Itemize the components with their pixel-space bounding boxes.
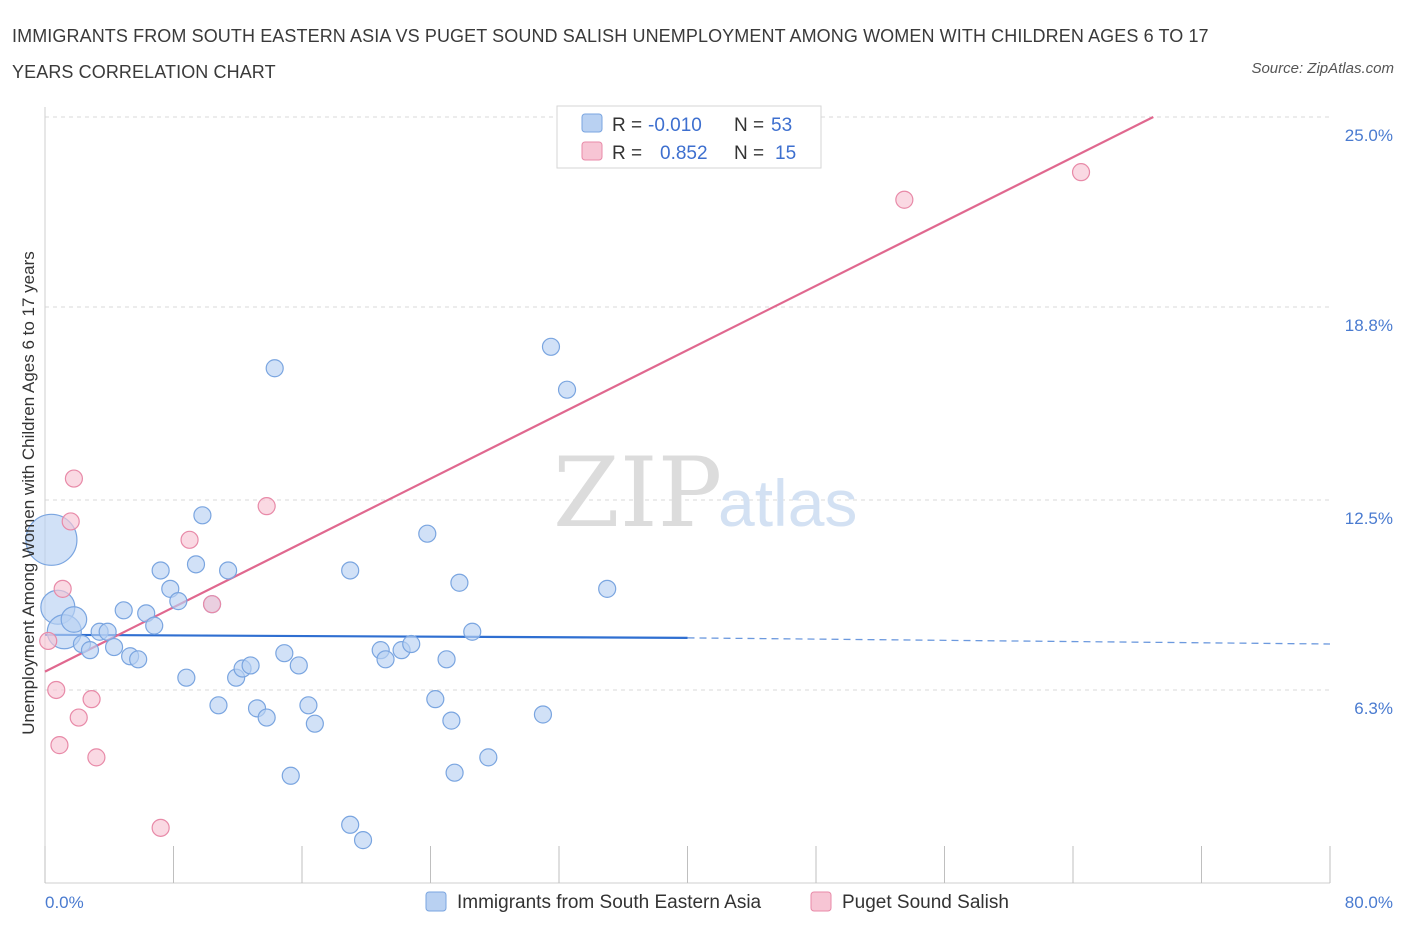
data-point-s1-7	[82, 690, 101, 709]
data-point-s0-29	[275, 644, 294, 663]
data-point-s0-35	[341, 815, 360, 834]
data-point-s0-7	[98, 622, 117, 641]
data-point-s0-42	[426, 690, 445, 709]
data-point-s0-14	[151, 561, 170, 580]
data-point-s1-14	[1071, 163, 1091, 182]
data-point-s0-13	[145, 616, 164, 635]
legend-swatch-blue	[581, 113, 603, 133]
y-tick-label-3: 25.0%	[1345, 126, 1393, 145]
data-point-s0-31	[289, 656, 308, 675]
data-point-s0-11	[129, 650, 148, 669]
data-point-s0-30	[281, 766, 300, 785]
data-point-s0-8	[104, 637, 124, 657]
data-point-s0-17	[177, 668, 196, 687]
grid-lines	[45, 116, 1330, 691]
chart-title: IMMIGRANTS FROM SOUTH EASTERN ASIA VS PU…	[12, 26, 1209, 82]
data-point-s0-33	[305, 714, 324, 733]
data-point-s0-48	[479, 748, 498, 767]
y-axis-label: Unemployment Among Women with Children A…	[19, 251, 38, 735]
watermark-atlas: atlas	[718, 466, 857, 540]
series-legend-swatch-pink	[810, 891, 832, 912]
legend-r-label-0: R =	[612, 115, 642, 136]
legend-n-value-1: 15	[775, 143, 796, 164]
data-point-s1-6	[69, 708, 88, 727]
y-tick-labels: 6.3% 12.5% 18.8% 25.0%	[1345, 126, 1393, 718]
series-legend: Immigrants from South Eastern Asia Puget…	[425, 891, 1009, 913]
data-point-s1-12	[257, 497, 276, 516]
legend-n-label-0: N =	[734, 115, 764, 136]
data-point-s0-40	[402, 634, 421, 654]
x-tick-label-1: 80.0%	[1345, 893, 1393, 912]
data-point-s0-41	[418, 524, 437, 543]
legend-swatch-pink	[581, 141, 603, 161]
data-point-s0-46	[463, 622, 482, 641]
source-label: Source: ZipAtlas.com	[1251, 60, 1394, 77]
data-point-s0-45	[445, 763, 464, 782]
data-point-s0-34	[341, 561, 360, 580]
data-point-s1-10	[180, 530, 199, 549]
data-point-s0-43	[437, 650, 456, 669]
data-point-s0-49	[533, 705, 553, 724]
data-point-s0-52	[598, 579, 617, 598]
series-legend-label-1: Puget Sound Salish	[842, 892, 1009, 913]
x-tick-label-0: 0.0%	[45, 893, 84, 912]
data-point-s0-5	[80, 641, 100, 660]
data-points	[25, 163, 1091, 850]
data-point-s0-25	[241, 656, 260, 675]
y-tick-label-2: 18.8%	[1345, 316, 1393, 335]
y-tick-label-0: 6.3%	[1354, 699, 1393, 718]
data-point-s0-51	[557, 380, 577, 399]
legend-r-value-0: -0.010	[648, 115, 702, 136]
legend-r-value-1: 0.852	[660, 143, 708, 164]
data-point-s1-4	[61, 512, 80, 531]
data-point-s0-22	[219, 561, 238, 580]
data-point-s0-28	[265, 359, 284, 378]
trend-line-extension-0	[687, 637, 1331, 645]
correlation-legend: R = -0.010 N = 53 R = 0.852 N = 15	[556, 105, 822, 169]
data-point-s0-3	[60, 606, 88, 633]
axes	[44, 107, 1331, 884]
data-point-s1-11	[202, 595, 222, 614]
data-point-s1-9	[151, 818, 170, 837]
legend-n-label-1: N =	[734, 143, 764, 164]
data-point-s1-3	[53, 579, 72, 598]
series-legend-swatch-blue	[425, 891, 447, 912]
trend-line-0	[44, 633, 688, 639]
data-point-s1-8	[87, 748, 106, 767]
data-point-s1-2	[50, 736, 69, 755]
data-point-s0-44	[450, 573, 469, 592]
data-point-s1-1	[47, 680, 66, 700]
data-point-s0-27	[257, 708, 276, 727]
data-point-s0-50	[541, 337, 561, 356]
data-point-s1-5	[64, 469, 84, 488]
legend-n-value-0: 53	[771, 115, 792, 136]
data-point-s0-9	[114, 601, 133, 620]
data-point-s0-36	[353, 831, 373, 850]
data-point-s0-18	[186, 555, 206, 574]
x-tick-labels: 0.0% 80.0%	[45, 893, 1393, 912]
data-point-s1-13	[895, 190, 914, 209]
y-tick-label-1: 12.5%	[1345, 509, 1393, 528]
legend-r-label-1: R =	[612, 143, 642, 164]
series-legend-label-0: Immigrants from South Eastern Asia	[457, 892, 762, 913]
data-point-s0-32	[299, 696, 318, 715]
data-point-s1-0	[39, 631, 58, 651]
data-point-s0-38	[376, 650, 395, 669]
data-point-s0-47	[442, 711, 461, 730]
data-point-s0-21	[209, 696, 228, 715]
watermark-zip: ZIP	[553, 437, 722, 549]
trend-lines	[44, 116, 1331, 673]
data-point-s0-19	[193, 506, 212, 525]
data-point-s0-16	[169, 592, 188, 611]
